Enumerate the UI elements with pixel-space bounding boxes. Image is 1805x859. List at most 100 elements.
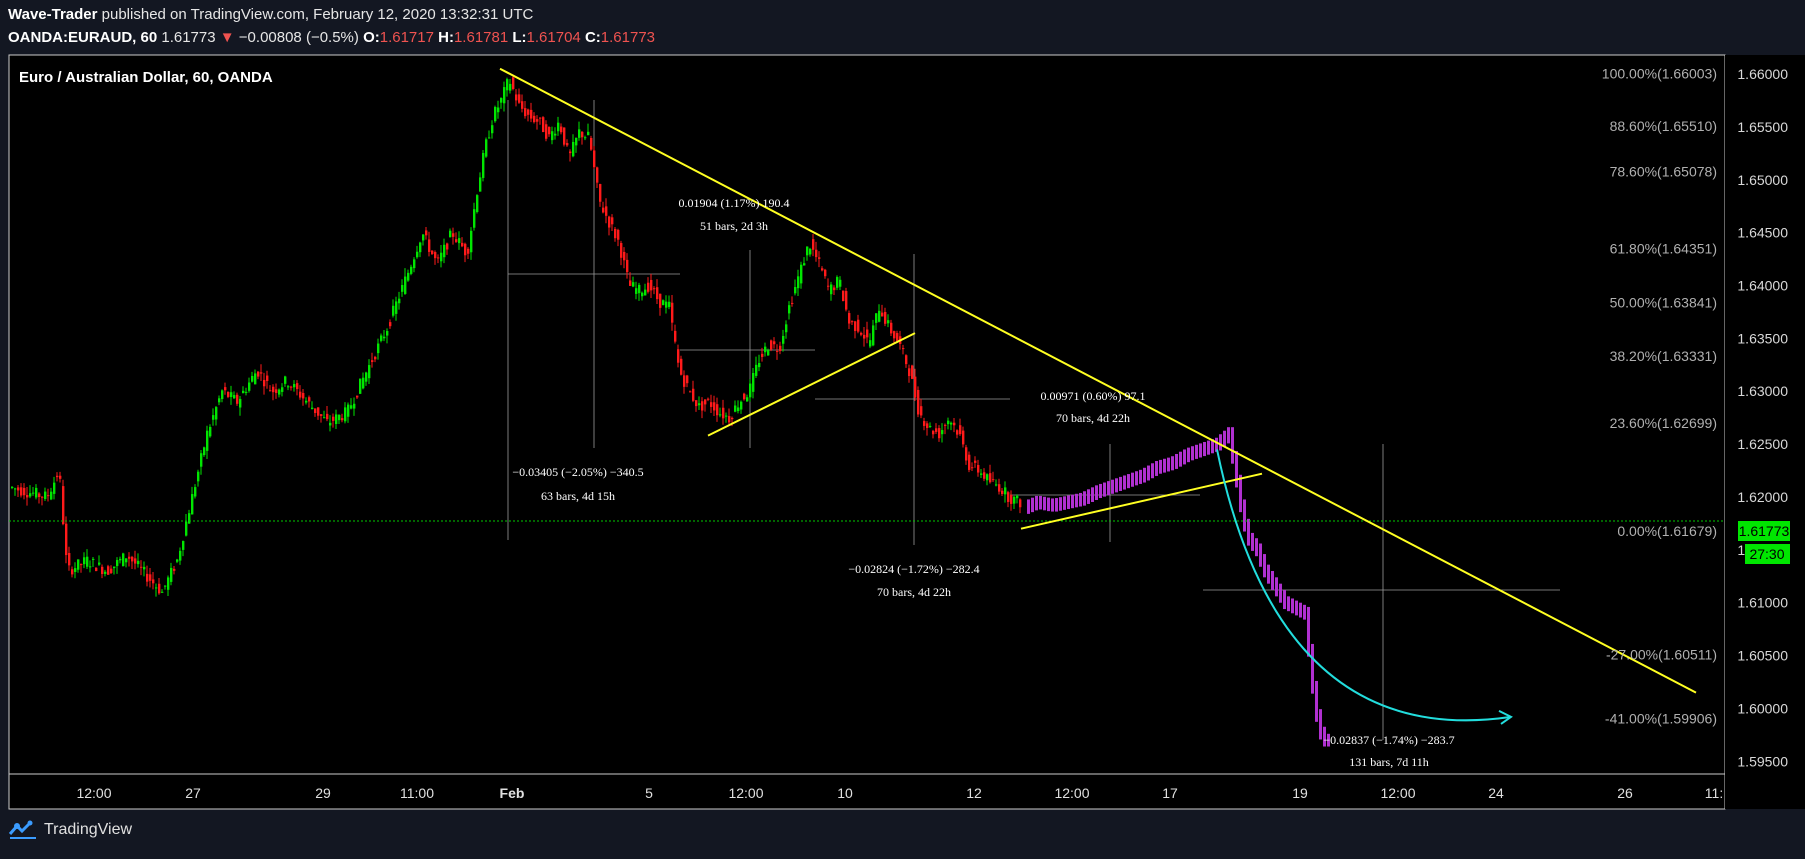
candle-body [164, 585, 167, 587]
support-trendline-1 [707, 332, 916, 437]
projection-bar [1087, 489, 1090, 504]
candle-body [290, 386, 293, 388]
candle-body [35, 487, 38, 498]
candle-body [386, 330, 389, 336]
candle-body [542, 117, 545, 133]
countdown-value: 27:30 [1749, 546, 1784, 562]
projection-bar [1207, 440, 1210, 455]
candle-body [806, 246, 809, 256]
projection-bar [1107, 481, 1110, 496]
candle-body [758, 363, 761, 368]
candle-body [119, 558, 122, 561]
candle-body [485, 139, 488, 157]
fib-level-label: 88.60%(1.65510) [1610, 118, 1717, 134]
candle-body [23, 487, 26, 496]
candle-body [1016, 495, 1019, 499]
measurement-value: −0.02824 (−1.72%) −282.4 [848, 562, 979, 576]
candle-body [344, 407, 347, 422]
projection-bar [1175, 453, 1178, 469]
candle-body [668, 301, 671, 307]
symbol-label: OANDA:EURAUD, 60 [8, 29, 158, 46]
candle-body [911, 365, 914, 379]
candle-body [791, 302, 794, 304]
candle-body [233, 395, 236, 399]
candle-body [815, 249, 818, 258]
projection-bar [1183, 449, 1186, 465]
ohlc-line: OANDA:EURAUD, 60 1.61773 ▼ −0.00808 (−0.… [8, 29, 655, 46]
x-tick-label: 11:00 [400, 785, 434, 801]
candle-body [254, 373, 257, 385]
candle-body [983, 472, 986, 479]
candle-body [431, 250, 434, 254]
projection-curve [1216, 449, 1512, 722]
candle-body [131, 556, 134, 562]
candle-body [656, 287, 659, 300]
projection-bar [1287, 596, 1290, 612]
candle-body [410, 266, 413, 274]
x-tick-label: 29 [315, 785, 331, 801]
x-tick-label: Feb [500, 785, 525, 801]
candle-body [836, 277, 839, 288]
candle-body [41, 496, 44, 498]
candle-body [704, 399, 707, 405]
candle-body [875, 313, 878, 323]
candle-body [359, 378, 362, 394]
projection-bar [1271, 570, 1274, 591]
projection-bar [1155, 461, 1158, 476]
tradingview-logo[interactable]: TradingView [8, 820, 132, 840]
y-tick-label: 1.63500 [1737, 330, 1788, 346]
candle-body [743, 393, 746, 400]
projection-bar [1167, 457, 1170, 472]
candle-body [788, 305, 791, 314]
candle-body [221, 390, 224, 399]
high-label: H: [438, 29, 454, 46]
projection-bar [1099, 483, 1102, 499]
candle-body [320, 414, 323, 416]
change-value: −0.00808 (−0.5%) [238, 29, 359, 46]
candle-body [866, 329, 869, 338]
candle-body [680, 358, 683, 375]
projection-bar [1047, 497, 1050, 512]
candle-body [641, 292, 644, 297]
candle-body [842, 290, 845, 302]
candle-body [341, 418, 344, 421]
candle-body [242, 390, 245, 394]
projection-bar [1235, 450, 1238, 488]
candle-body [917, 389, 920, 415]
candle-body [473, 209, 476, 228]
candle-body [746, 397, 749, 402]
projection-bar [1195, 444, 1198, 459]
candle-body [551, 131, 554, 141]
author-name[interactable]: Wave-Trader [8, 6, 98, 23]
candle-body [113, 566, 116, 569]
candle-body [464, 243, 467, 256]
x-tick-label: 12 [966, 785, 982, 801]
candle-body [800, 264, 803, 284]
candle-body [638, 284, 641, 294]
projection-bar [1139, 469, 1142, 484]
candle-body [287, 386, 290, 388]
candle-body [560, 126, 563, 133]
projection-bar [1131, 472, 1134, 487]
candle-body [116, 560, 119, 567]
candle-body [377, 343, 380, 354]
candle-body [977, 464, 980, 473]
candle-body [152, 579, 155, 584]
candle-body [998, 484, 1001, 492]
candle-body [884, 311, 887, 324]
projection-bar [1243, 499, 1246, 532]
candle-body [719, 414, 722, 416]
candle-body [101, 566, 104, 575]
projection-bar [1055, 498, 1058, 512]
candle-body [554, 133, 557, 136]
candle-body [311, 407, 314, 409]
candle-body [392, 305, 395, 316]
projection-bar [1083, 491, 1086, 506]
candle-body [272, 386, 275, 393]
candle-body [65, 523, 68, 556]
x-tick-label: 10 [837, 785, 853, 801]
projection-bar [1063, 496, 1066, 510]
candle-body [110, 568, 113, 574]
